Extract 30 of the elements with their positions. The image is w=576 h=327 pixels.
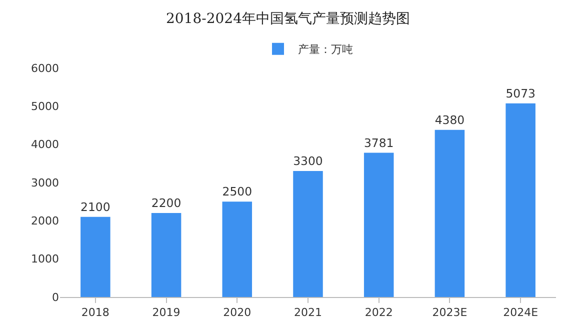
legend-label: 产量：万吨 xyxy=(298,43,353,56)
x-tick-label: 2018 xyxy=(81,306,110,320)
y-tick-label: 3000 xyxy=(31,176,59,190)
bar xyxy=(434,130,465,297)
x-tick-label: 2019 xyxy=(152,306,180,320)
data-label: 4380 xyxy=(434,112,465,127)
data-label: 2200 xyxy=(151,196,182,210)
x-tick-label: 2022 xyxy=(364,306,393,320)
data-label: 2500 xyxy=(222,184,252,199)
x-tick-label: 2023E xyxy=(432,306,468,320)
data-label: 3781 xyxy=(364,136,394,150)
x-tick-label: 2020 xyxy=(223,306,252,320)
x-tick-label: 2021 xyxy=(294,306,322,320)
bar xyxy=(506,103,536,297)
data-label: 5073 xyxy=(506,86,536,100)
x-tick-label: 2024E xyxy=(503,306,538,320)
y-tick-label: 2000 xyxy=(31,214,59,228)
bar xyxy=(293,171,323,297)
chart-title: 2018-2024年中国氢气产量预测趋势图 xyxy=(166,10,410,27)
bar xyxy=(151,213,182,297)
data-label: 3300 xyxy=(293,154,323,168)
bar xyxy=(80,216,110,297)
y-tick-label: 1000 xyxy=(31,252,59,266)
bar xyxy=(364,152,394,297)
bar xyxy=(222,202,252,297)
data-label: 2100 xyxy=(80,200,110,214)
y-tick-label: 6000 xyxy=(31,62,59,75)
y-tick-label: 5000 xyxy=(31,100,59,114)
y-tick-label: 0 xyxy=(52,290,59,304)
y-tick-label: 4000 xyxy=(31,138,59,152)
